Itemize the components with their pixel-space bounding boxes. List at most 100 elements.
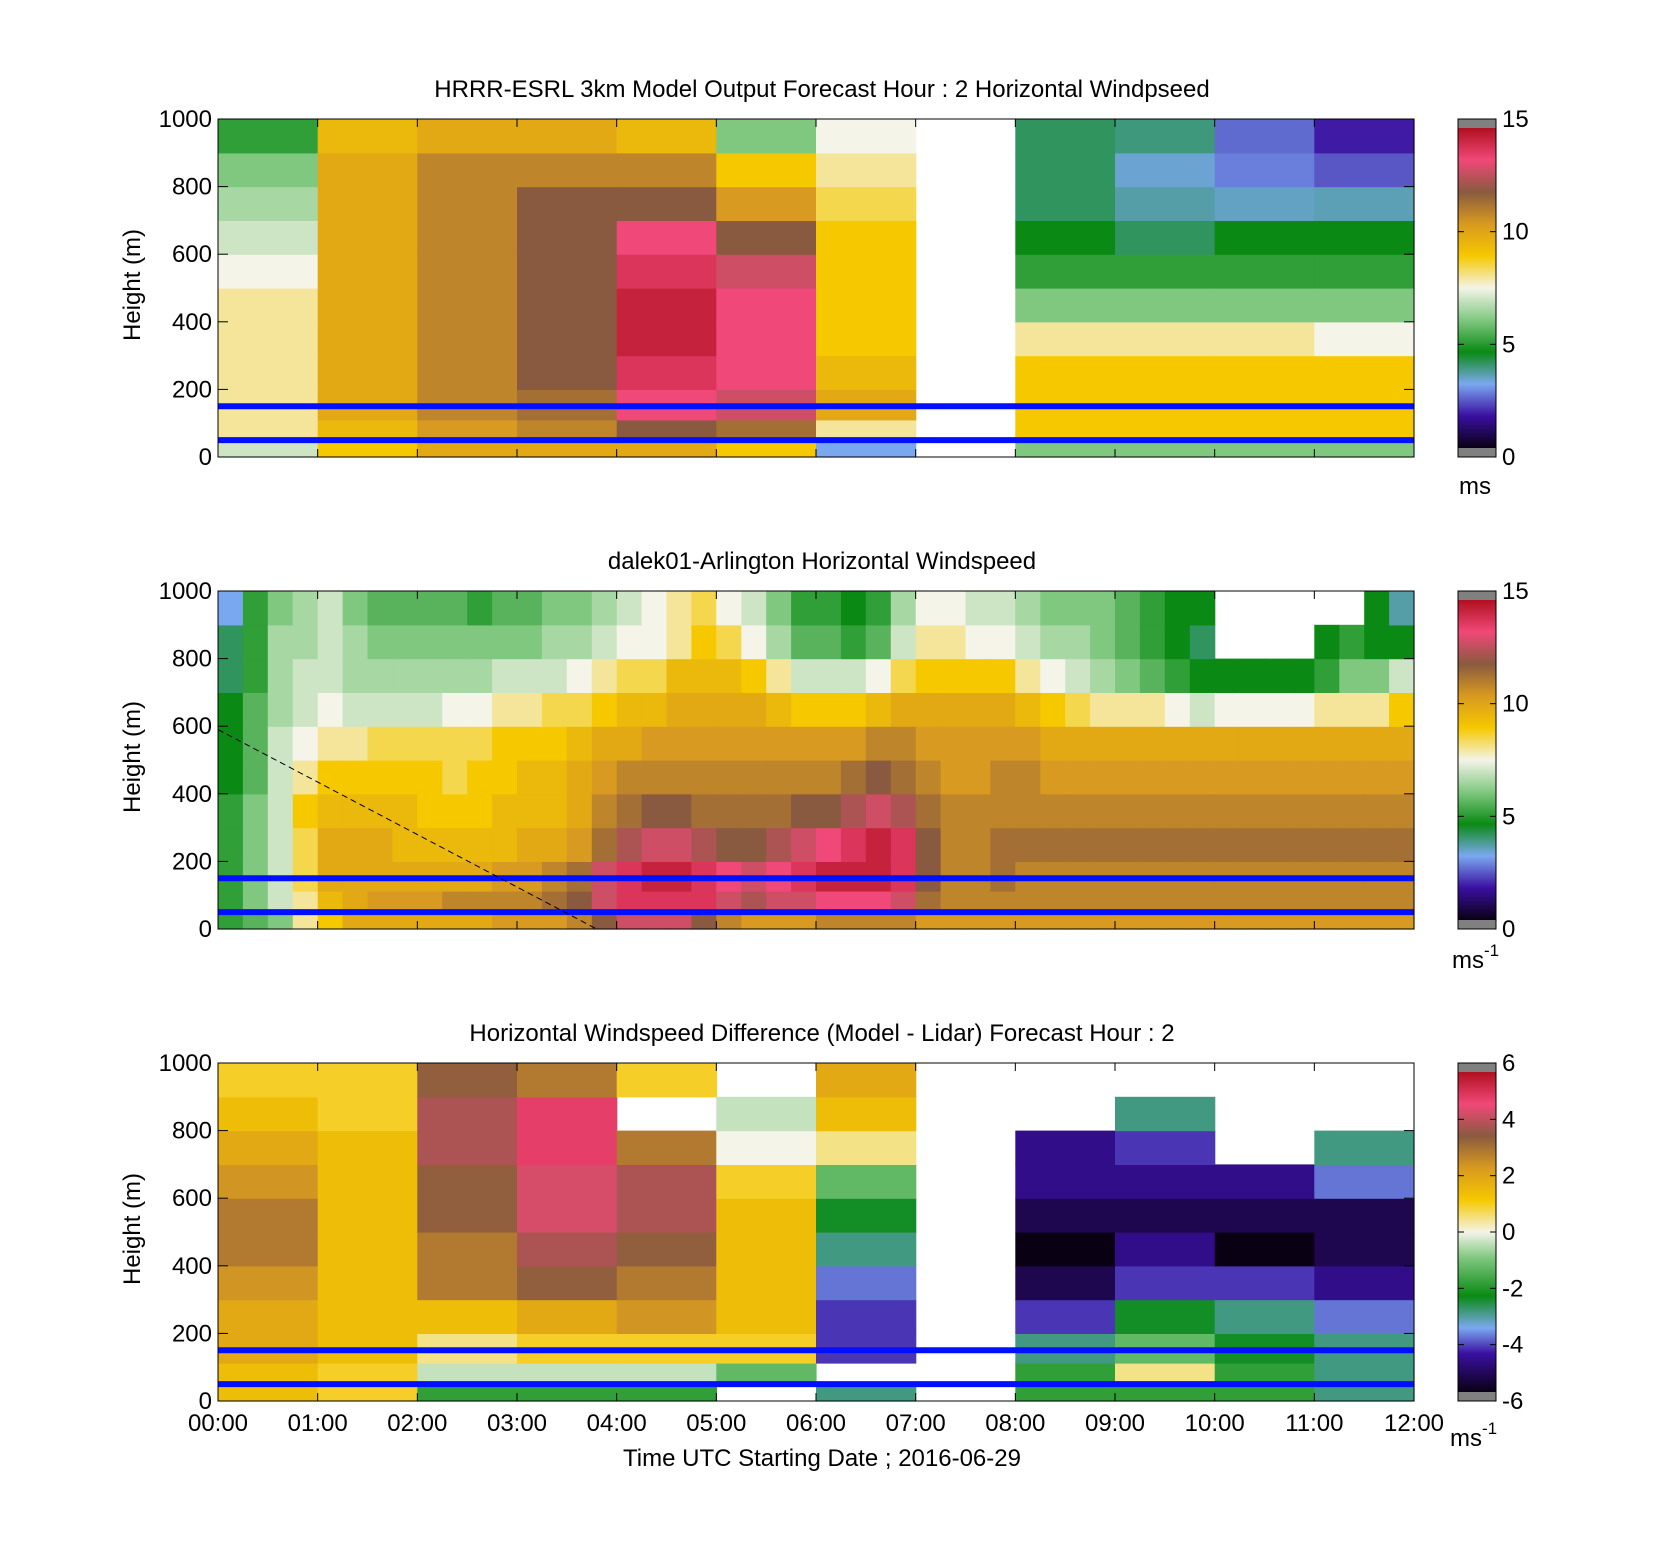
heatmap-cell bbox=[317, 419, 418, 442]
heatmap-cell bbox=[517, 355, 618, 390]
heatmap-cell bbox=[1389, 891, 1415, 913]
heatmap-cell bbox=[517, 152, 618, 188]
heatmap-cell bbox=[1090, 692, 1116, 727]
heatmap-cell bbox=[1239, 891, 1266, 913]
heatmap-cell bbox=[467, 891, 493, 913]
heatmap-cell bbox=[1115, 1232, 1216, 1267]
heatmap-cell bbox=[965, 827, 991, 862]
heatmap-cell bbox=[566, 760, 593, 795]
y-ticks: 0 200 400 600 800 1000 bbox=[159, 578, 1414, 943]
heatmap-cell bbox=[791, 912, 817, 930]
heatmap-cell bbox=[1090, 912, 1116, 930]
heatmap-cell bbox=[517, 440, 618, 458]
heatmap-cell bbox=[1015, 1363, 1116, 1385]
reference-lines bbox=[218, 403, 1414, 444]
heatmap-cell bbox=[242, 912, 269, 930]
heatmap-cell bbox=[641, 760, 668, 795]
heatmap-cell bbox=[1189, 760, 1216, 795]
reference-lines bbox=[217, 729, 1414, 930]
heatmap-cell bbox=[1214, 1265, 1315, 1301]
heatmap-cell bbox=[317, 1299, 418, 1334]
heatmap-cell bbox=[342, 891, 369, 913]
heatmap-cell bbox=[1015, 624, 1041, 660]
y-axis-label: Height (m) bbox=[119, 229, 146, 341]
heatmap-cell bbox=[616, 440, 717, 458]
heatmap-cell bbox=[1015, 1130, 1116, 1165]
heatmap-cell bbox=[965, 760, 991, 795]
heatmap-cell bbox=[616, 254, 717, 289]
heatmap-cell bbox=[292, 591, 319, 626]
heatmap-cell bbox=[492, 624, 518, 660]
colorbar-unit-exponent: -1 bbox=[1484, 941, 1499, 960]
heatmap-cell bbox=[1314, 1265, 1415, 1301]
heatmap-cell bbox=[392, 658, 418, 693]
heatmap-cell bbox=[342, 827, 369, 862]
heatmap-cell bbox=[1339, 726, 1365, 761]
heatmap-cell bbox=[641, 827, 668, 862]
heatmap-cell bbox=[1115, 1363, 1216, 1385]
heatmap-cell bbox=[616, 624, 643, 660]
heatmap-cell bbox=[1364, 793, 1390, 829]
heatmap-cell bbox=[417, 891, 443, 913]
heatmap-cell bbox=[940, 891, 967, 913]
heatmap-cell bbox=[242, 591, 269, 626]
heatmap-cell bbox=[1314, 760, 1340, 795]
heatmap-cell bbox=[492, 891, 518, 913]
heatmap-cell bbox=[1115, 1198, 1216, 1233]
heatmap-cell bbox=[517, 624, 543, 660]
heatmap-cell bbox=[940, 827, 967, 862]
heatmap-cell bbox=[1339, 624, 1365, 660]
heatmap-cell bbox=[1164, 591, 1191, 626]
heatmap-cell bbox=[1214, 692, 1241, 727]
heatmap-cell bbox=[392, 891, 418, 913]
heatmap-cell bbox=[1339, 827, 1365, 862]
heatmap-cell bbox=[816, 1164, 917, 1199]
heatmap-cell bbox=[1214, 1198, 1315, 1233]
heatmap-cell bbox=[1314, 1363, 1415, 1385]
y-tick-label: 600 bbox=[172, 241, 212, 268]
heatmap-cell bbox=[1015, 220, 1116, 255]
heatmap-cell bbox=[417, 624, 443, 660]
heatmap-cell bbox=[517, 186, 618, 221]
heatmap-cell bbox=[1239, 827, 1266, 862]
heatmap-cell bbox=[741, 624, 767, 660]
heatmap-cell bbox=[1115, 891, 1141, 913]
heatmap-cell bbox=[242, 726, 269, 761]
heatmap-cell bbox=[716, 288, 817, 323]
heatmap-cell bbox=[1115, 355, 1216, 390]
x-tick-label: 07:00 bbox=[886, 1410, 946, 1437]
heatmap-cell bbox=[990, 624, 1016, 660]
heatmap-cell bbox=[766, 891, 792, 913]
heatmap-cell bbox=[1115, 254, 1216, 289]
heatmap-cell bbox=[1040, 912, 1066, 930]
heatmap-cell bbox=[442, 726, 468, 761]
heatmap-cell bbox=[816, 440, 917, 458]
heatmap-cell bbox=[1139, 912, 1166, 930]
heatmap-cell bbox=[517, 658, 543, 693]
heatmap-cell bbox=[616, 1232, 717, 1267]
heatmap-cell bbox=[791, 624, 817, 660]
heatmap-cell bbox=[1364, 912, 1390, 930]
heatmap-cell bbox=[990, 891, 1016, 913]
heatmap-cell bbox=[865, 624, 892, 660]
heatmap-cell bbox=[417, 793, 443, 829]
heatmap-cell bbox=[267, 793, 294, 829]
heatmap-cell bbox=[1015, 1384, 1116, 1402]
heatmap-cell bbox=[1040, 760, 1066, 795]
colorbar-under bbox=[1458, 448, 1496, 457]
heatmap-cell bbox=[1189, 891, 1216, 913]
heatmap-cell bbox=[865, 658, 892, 693]
heatmap-cell bbox=[267, 726, 294, 761]
heatmap-cell bbox=[417, 692, 443, 727]
heatmap-cell bbox=[317, 624, 344, 660]
heatmap-cell bbox=[940, 692, 967, 727]
heatmap-cell bbox=[840, 658, 867, 693]
heatmap-cell bbox=[1090, 658, 1116, 693]
heatmap-cell bbox=[965, 591, 991, 626]
heatmap-cell bbox=[766, 760, 792, 795]
heatmap-cell bbox=[591, 726, 618, 761]
heatmap-cell bbox=[392, 726, 418, 761]
heatmap-cell bbox=[1214, 254, 1315, 289]
heatmap-cell bbox=[242, 624, 269, 660]
heatmap-cell bbox=[1115, 591, 1141, 626]
